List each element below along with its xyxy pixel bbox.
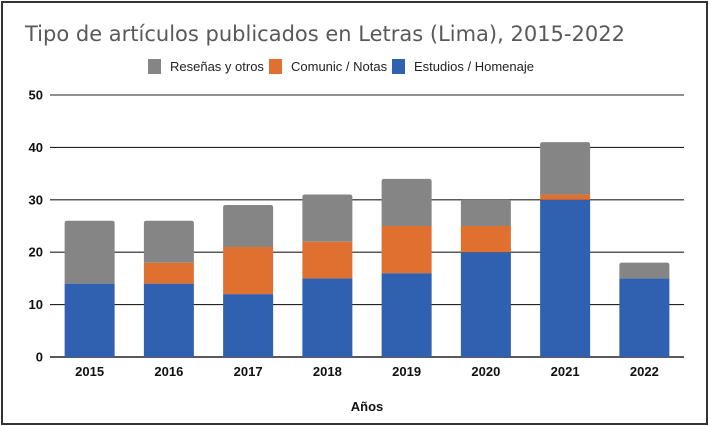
x-axis-label: Años [351,399,384,414]
bar-estudios-homenaje-2018 [302,278,353,357]
legend: Reseñas y otros Comunic / Notas Estudios /… [148,59,534,74]
bar-stack-2016 [143,220,194,357]
bar-stack-2015 [64,220,115,357]
y-tick-label: 50 [29,88,43,103]
x-tick-label: 2016 [154,364,183,379]
x-tick-label: 2021 [551,364,580,379]
y-axis-ticks: 0 10 20 30 40 50 [29,88,43,365]
bar-estudios-homenaje-2020 [460,252,511,357]
chart-title: Tipo de artículos publicados en Letras (… [24,22,625,46]
bar-comunic-notas-2016 [143,262,194,284]
legend-swatch [148,59,161,74]
y-tick-label: 20 [29,245,43,260]
x-tick-label: 2019 [392,364,421,379]
bar-comunic-notas-2017 [223,246,274,295]
legend-label: Reseñas y otros [170,59,264,74]
legend-swatch [392,59,405,74]
legend-swatch [269,59,282,74]
bar-reseñas-y-otros-2017 [223,205,274,247]
bar-reseñas-y-otros-2021 [540,142,591,195]
bars [64,142,670,357]
bar-estudios-homenaje-2019 [381,273,432,357]
x-tick-label: 2015 [75,364,104,379]
legend-label: Comunic / Notas [291,59,388,74]
bar-estudios-homenaje-2017 [223,294,274,357]
bar-reseñas-y-otros-2016 [143,220,194,263]
bar-reseñas-y-otros-2019 [381,178,432,226]
bar-comunic-notas-2020 [460,226,511,253]
x-tick-label: 2018 [313,364,342,379]
bar-estudios-homenaje-2021 [540,199,591,357]
x-axis-ticks: 2015 2016 2017 2018 2019 2020 2021 2022 [75,364,659,379]
bar-stack-2019 [381,178,432,357]
x-tick-label: 2017 [234,364,263,379]
x-tick-label: 2022 [630,364,659,379]
legend-item: Reseñas y otros [148,59,264,74]
bar-stack-2017 [223,205,274,357]
legend-item: Estudios / Homenaje [392,59,534,74]
x-tick-label: 2020 [471,364,500,379]
bar-reseñas-y-otros-2020 [460,199,511,226]
bar-comunic-notas-2021 [540,194,591,200]
bar-estudios-homenaje-2022 [619,278,670,357]
bar-stack-2022 [619,262,670,357]
bar-comunic-notas-2019 [381,226,432,274]
bar-reseñas-y-otros-2022 [619,262,670,279]
bar-estudios-homenaje-2015 [64,283,115,357]
bar-reseñas-y-otros-2015 [64,220,115,284]
y-tick-label: 30 [29,192,43,207]
bar-comunic-notas-2018 [302,241,353,279]
y-tick-label: 0 [36,350,43,365]
y-tick-label: 40 [29,140,43,155]
bar-stack-2020 [460,199,511,357]
bar-stack-2021 [540,142,591,357]
legend-item: Comunic / Notas [269,59,388,74]
bar-estudios-homenaje-2016 [143,283,194,357]
bar-stack-2018 [302,194,353,357]
bar-reseñas-y-otros-2018 [302,194,353,242]
y-tick-label: 10 [29,297,43,312]
legend-label: Estudios / Homenaje [414,59,534,74]
